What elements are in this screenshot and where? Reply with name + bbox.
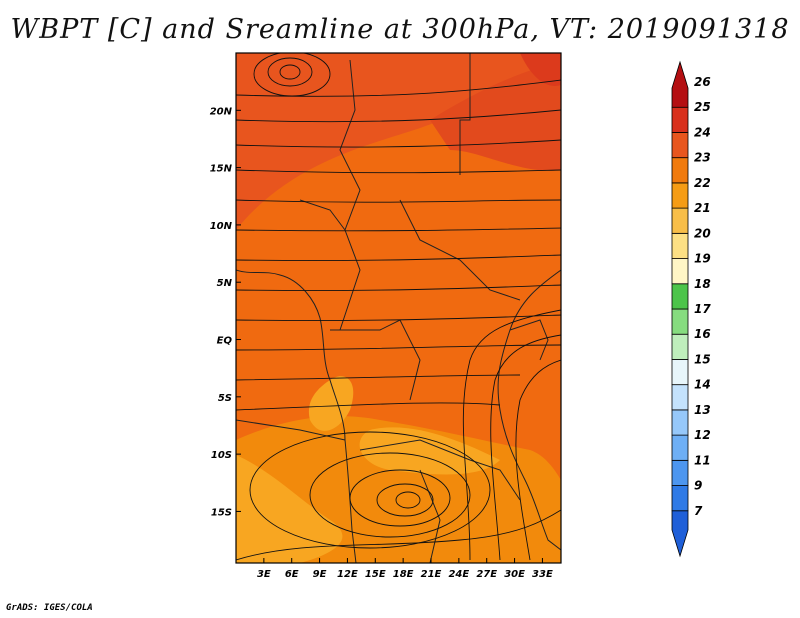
lon-label: 27E: [476, 569, 497, 580]
lat-label: 5N: [217, 278, 233, 289]
colorbar-swatch: [671, 308, 689, 335]
colorbar-label: 7: [694, 504, 703, 518]
colorbar-label: 23: [694, 151, 711, 165]
field-band-23b: [430, 62, 561, 171]
lat-label: EQ: [217, 336, 233, 347]
colorbar-label: 26: [694, 75, 711, 89]
lon-label: 24E: [448, 569, 469, 580]
streamlines-east-trough: [462, 309, 561, 561]
colorbar-label: 16: [694, 327, 711, 341]
colorbar-label: 24: [694, 125, 711, 139]
colorbar-label: 19: [694, 252, 711, 266]
field-band-24: [520, 53, 561, 86]
colorbar-swatch: [671, 258, 689, 285]
colorbar-swatch: [671, 232, 689, 259]
lon-label: 33E: [532, 569, 553, 580]
colorbar-label: 22: [694, 176, 711, 190]
lat-label: 15N: [210, 164, 233, 175]
colorbar-swatch: [671, 384, 689, 411]
chart-title: WBPT [C] and Sreamline at 300hPa, VT: 20…: [10, 14, 790, 45]
lon-label: 21E: [421, 569, 442, 580]
colorbar-label: 15: [694, 352, 711, 366]
longitude-axis: 3E 6E 9E 12E 15E 18E 21E 24E 27E 30E 33E: [257, 558, 553, 580]
wbpt-field: [236, 53, 561, 563]
colorbar-label: 17: [694, 302, 711, 316]
lon-label: 3E: [257, 569, 271, 580]
colorbar-label: 18: [694, 277, 711, 291]
lon-label: 18E: [393, 569, 414, 580]
colorbar-swatch: [671, 182, 689, 209]
colorbar-swatch: [671, 485, 689, 512]
lon-label: 12E: [337, 569, 358, 580]
lat-label: 10S: [211, 450, 232, 461]
field-band-20-west: [236, 455, 343, 563]
colorbar: 7 9 11 12 13 14 15 16 17 18 19 20 21 22 23 24 25 26: [671, 60, 711, 558]
colorbar-swatch: [671, 207, 689, 234]
colorbar-swatch: [671, 283, 689, 310]
colorbar-label: 13: [694, 403, 711, 417]
colorbar-swatch: [671, 434, 689, 461]
map-frame: [235, 52, 562, 564]
colorbar-label: 21: [694, 201, 711, 215]
streamlines: [236, 53, 561, 561]
lat-label: 10N: [210, 221, 233, 232]
grads-credit: GrADS: IGES/COLA: [6, 603, 93, 613]
colorbar-swatch-top: [671, 60, 689, 108]
colorbar-label: 25: [694, 100, 711, 114]
lon-label: 6E: [285, 569, 299, 580]
colorbar-swatch: [671, 409, 689, 436]
lon-label: 9E: [313, 569, 327, 580]
colorbar-swatch: [671, 459, 689, 486]
colorbar-label: 11: [694, 453, 711, 467]
colorbar-swatch: [671, 106, 689, 133]
lat-label: 5S: [218, 393, 232, 404]
lat-label: 15S: [211, 507, 232, 518]
latitude-axis: 20N 15N 10N 5N EQ 5S 10S 15S: [210, 106, 241, 518]
colorbar-swatch: [671, 333, 689, 360]
colorbar-label: 9: [694, 479, 702, 493]
streamlines-anticyclone-south: [236, 431, 561, 561]
colorbar-swatch: [671, 359, 689, 386]
colorbar-swatch: [671, 157, 689, 184]
lat-label: 20N: [210, 106, 233, 117]
coastlines-borders: [236, 53, 561, 563]
colorbar-swatch-bottom: [671, 510, 689, 558]
lon-label: 15E: [365, 569, 386, 580]
streamlines-westward: [236, 79, 561, 411]
colorbar-label: 20: [694, 226, 711, 240]
lon-label: 30E: [504, 569, 525, 580]
colorbar-label: 12: [694, 428, 711, 442]
colorbar-label: 14: [694, 378, 711, 392]
colorbar-swatch: [671, 132, 689, 159]
streamlines-cyclone-north: [253, 53, 331, 97]
